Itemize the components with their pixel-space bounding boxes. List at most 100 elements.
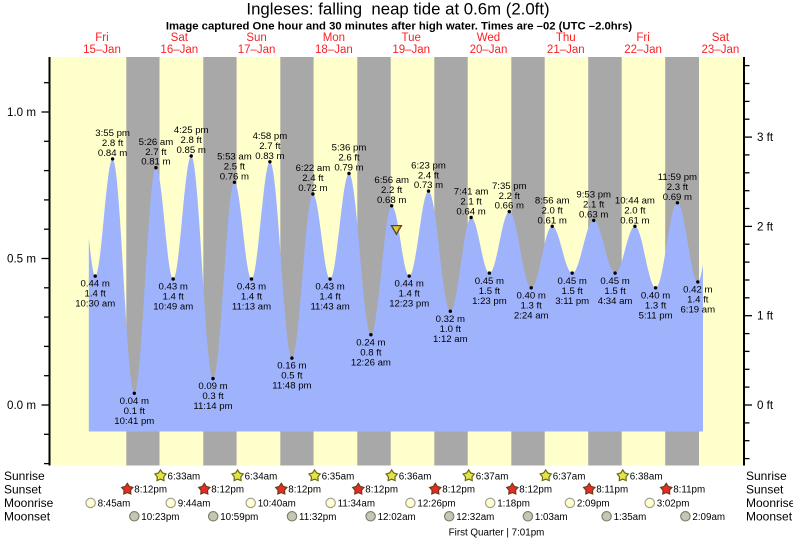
svg-text:2.8 ft: 2.8 ft bbox=[102, 138, 124, 149]
svg-text:8:11pm: 8:11pm bbox=[673, 485, 705, 496]
svg-text:11:43 am: 11:43 am bbox=[310, 302, 349, 313]
svg-text:0.16 m: 0.16 m bbox=[277, 361, 306, 372]
svg-text:11:14 pm: 11:14 pm bbox=[193, 401, 232, 412]
svg-text:Sun: Sun bbox=[246, 32, 266, 44]
svg-text:6:33am: 6:33am bbox=[168, 471, 201, 482]
svg-text:Mon: Mon bbox=[323, 32, 345, 44]
svg-text:0.24 m: 0.24 m bbox=[356, 337, 385, 348]
svg-text:0.3 ft: 0.3 ft bbox=[202, 391, 224, 402]
svg-text:0.83 m: 0.83 m bbox=[255, 151, 284, 162]
svg-text:0.66 m: 0.66 m bbox=[495, 201, 524, 212]
svg-text:1.4 ft: 1.4 ft bbox=[687, 295, 709, 306]
svg-text:6:37am: 6:37am bbox=[553, 471, 586, 482]
svg-text:23–Jan: 23–Jan bbox=[702, 44, 740, 56]
svg-text:6:23 pm: 6:23 pm bbox=[411, 160, 446, 171]
svg-text:2.5 ft: 2.5 ft bbox=[224, 162, 246, 173]
svg-text:12:26 am: 12:26 am bbox=[351, 357, 391, 368]
svg-text:Fri: Fri bbox=[95, 32, 108, 44]
svg-text:2.2 ft: 2.2 ft bbox=[381, 185, 403, 196]
svg-text:0.69 m: 0.69 m bbox=[663, 192, 692, 203]
svg-text:0.85 m: 0.85 m bbox=[177, 145, 206, 156]
svg-text:0.40 m: 0.40 m bbox=[517, 290, 546, 301]
svg-text:11:13 am: 11:13 am bbox=[232, 302, 271, 313]
svg-text:2.3 ft: 2.3 ft bbox=[667, 182, 689, 193]
svg-text:5:26 am: 5:26 am bbox=[139, 137, 174, 148]
svg-text:1:23 pm: 1:23 pm bbox=[472, 296, 507, 307]
svg-text:1.4 ft: 1.4 ft bbox=[85, 289, 107, 300]
svg-text:Ingleses: falling neap tide a: Ingleses: falling neap tide at 0.6m (2.0… bbox=[246, 0, 549, 19]
svg-text:0.0 m: 0.0 m bbox=[7, 399, 36, 412]
svg-text:Moonset: Moonset bbox=[746, 510, 793, 524]
svg-text:12:26pm: 12:26pm bbox=[417, 498, 455, 509]
svg-text:0.81 m: 0.81 m bbox=[141, 157, 170, 168]
svg-text:2.1 ft: 2.1 ft bbox=[460, 197, 482, 208]
svg-text:Sat: Sat bbox=[712, 32, 730, 44]
svg-text:Wed: Wed bbox=[477, 32, 500, 44]
svg-text:2.6 ft: 2.6 ft bbox=[338, 153, 360, 164]
svg-text:0.73 m: 0.73 m bbox=[414, 180, 443, 191]
svg-text:4:34 am: 4:34 am bbox=[598, 296, 633, 307]
svg-text:1:35am: 1:35am bbox=[614, 512, 647, 523]
svg-text:1.4 ft: 1.4 ft bbox=[399, 289, 421, 300]
svg-text:10:41 pm: 10:41 pm bbox=[114, 416, 154, 427]
svg-text:16–Jan: 16–Jan bbox=[160, 44, 198, 56]
svg-text:0.44 m: 0.44 m bbox=[395, 279, 424, 290]
svg-text:1.5 ft: 1.5 ft bbox=[479, 286, 501, 297]
svg-text:2:09pm: 2:09pm bbox=[577, 498, 610, 509]
svg-text:0.63 m: 0.63 m bbox=[579, 209, 608, 220]
svg-text:10:44 am: 10:44 am bbox=[615, 196, 655, 207]
svg-text:0.5 ft: 0.5 ft bbox=[281, 371, 303, 382]
svg-text:22–Jan: 22–Jan bbox=[624, 44, 662, 56]
svg-text:Image captured One hour and 30: Image captured One hour and 30 minutes a… bbox=[166, 20, 632, 32]
svg-text:1 ft: 1 ft bbox=[757, 310, 774, 323]
svg-text:Moonset: Moonset bbox=[4, 510, 51, 524]
svg-text:6:34am: 6:34am bbox=[245, 471, 278, 482]
svg-text:5:53 am: 5:53 am bbox=[217, 152, 252, 163]
svg-text:0.72 m: 0.72 m bbox=[298, 183, 327, 194]
svg-text:0.43 m: 0.43 m bbox=[237, 282, 266, 293]
svg-text:10:49 am: 10:49 am bbox=[153, 302, 193, 313]
svg-text:2 ft: 2 ft bbox=[757, 220, 774, 233]
svg-text:5:11 pm: 5:11 pm bbox=[639, 310, 673, 321]
svg-text:1.0 ft: 1.0 ft bbox=[440, 324, 462, 335]
svg-text:0.40 m: 0.40 m bbox=[641, 290, 670, 301]
svg-text:0.68 m: 0.68 m bbox=[377, 195, 406, 206]
svg-text:0.45 m: 0.45 m bbox=[558, 276, 587, 287]
svg-text:6:36am: 6:36am bbox=[399, 471, 432, 482]
svg-text:8:56 am: 8:56 am bbox=[535, 196, 570, 207]
svg-text:Sunset: Sunset bbox=[4, 482, 42, 496]
svg-text:15–Jan: 15–Jan bbox=[83, 44, 121, 56]
svg-text:10:23pm: 10:23pm bbox=[141, 512, 179, 523]
svg-text:2.4 ft: 2.4 ft bbox=[302, 173, 324, 184]
svg-text:0.43 m: 0.43 m bbox=[159, 282, 188, 293]
svg-text:4:25 pm: 4:25 pm bbox=[174, 125, 209, 136]
svg-text:2.0 ft: 2.0 ft bbox=[542, 206, 564, 217]
svg-text:10:40am: 10:40am bbox=[258, 498, 296, 509]
svg-text:7:35 pm: 7:35 pm bbox=[492, 181, 527, 192]
svg-text:6:38am: 6:38am bbox=[630, 471, 663, 482]
svg-text:12:23 pm: 12:23 pm bbox=[389, 299, 429, 310]
svg-text:3:02pm: 3:02pm bbox=[657, 498, 690, 509]
svg-text:0.76 m: 0.76 m bbox=[220, 171, 249, 182]
svg-text:1.5 ft: 1.5 ft bbox=[562, 286, 584, 297]
svg-text:4:58 pm: 4:58 pm bbox=[253, 131, 288, 142]
svg-text:2.1 ft: 2.1 ft bbox=[583, 200, 605, 211]
svg-text:0.64 m: 0.64 m bbox=[456, 207, 485, 218]
svg-text:0.8 ft: 0.8 ft bbox=[360, 347, 382, 358]
svg-text:Moonrise: Moonrise bbox=[4, 496, 54, 510]
svg-text:1.3 ft: 1.3 ft bbox=[645, 300, 667, 311]
svg-text:1.4 ft: 1.4 ft bbox=[241, 292, 263, 303]
svg-text:8:12pm: 8:12pm bbox=[519, 485, 552, 496]
svg-text:2.7 ft: 2.7 ft bbox=[259, 141, 281, 152]
svg-text:0.79 m: 0.79 m bbox=[334, 163, 363, 174]
svg-text:6:56 am: 6:56 am bbox=[374, 175, 409, 186]
svg-text:1.4 ft: 1.4 ft bbox=[319, 292, 341, 303]
svg-text:0.45 m: 0.45 m bbox=[600, 276, 629, 287]
svg-text:0.61 m: 0.61 m bbox=[538, 215, 567, 226]
svg-text:10:30 am: 10:30 am bbox=[75, 299, 115, 310]
svg-text:2.0 ft: 2.0 ft bbox=[624, 206, 646, 217]
svg-text:0.09 m: 0.09 m bbox=[198, 381, 227, 392]
svg-text:2.2 ft: 2.2 ft bbox=[499, 191, 521, 202]
svg-text:1:03am: 1:03am bbox=[535, 512, 568, 523]
svg-text:8:12pm: 8:12pm bbox=[288, 485, 321, 496]
